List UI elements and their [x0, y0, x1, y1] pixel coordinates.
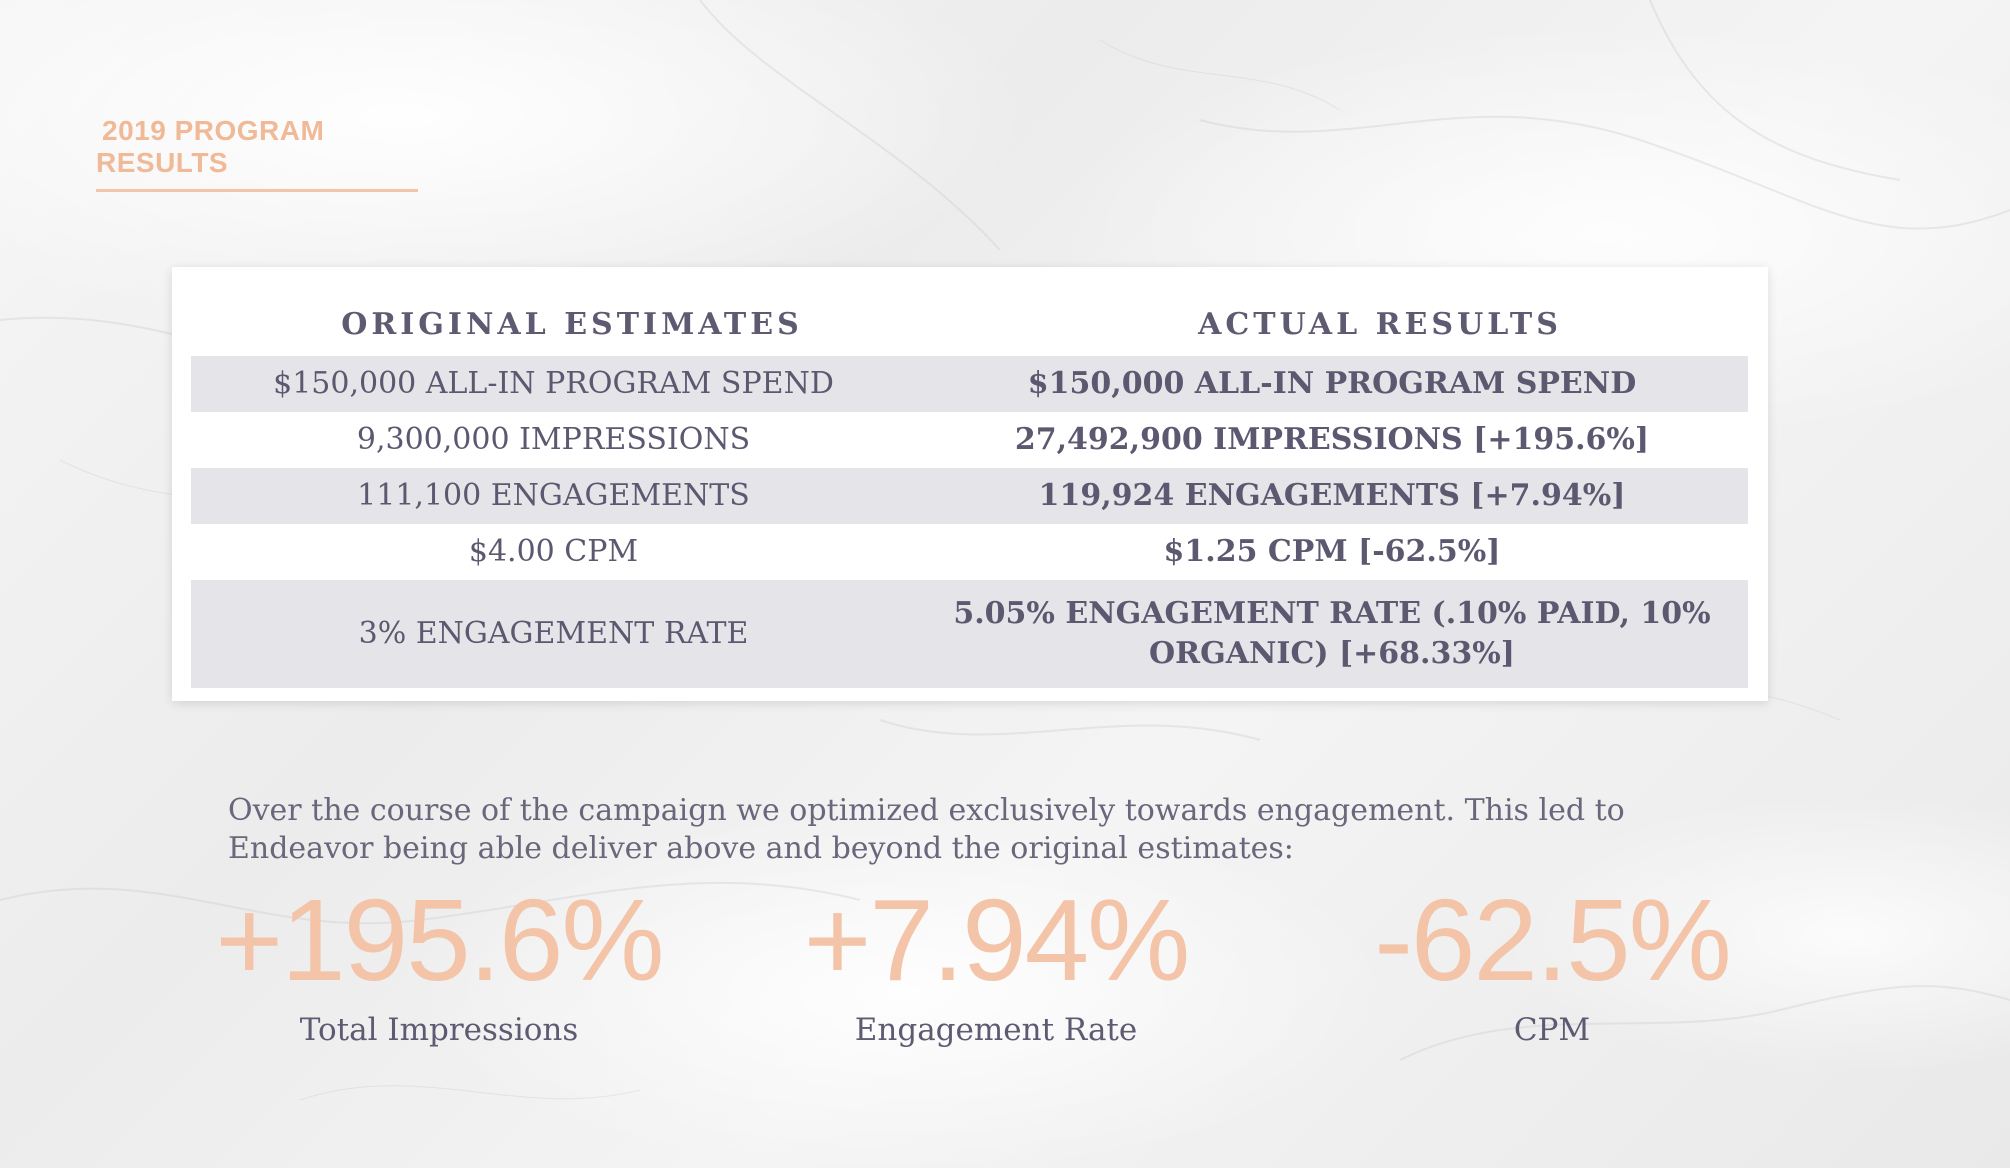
actual-results-header: ACTUAL RESULTS: [1198, 307, 1562, 342]
original-cell: $4.00 CPM: [468, 534, 639, 569]
table-row: 9,300,000 IMPRESSIONS 27,492,900 IMPRESS…: [191, 412, 1748, 468]
original-cell: 9,300,000 IMPRESSIONS: [356, 422, 751, 457]
stat-label: CPM: [1513, 1012, 1591, 1048]
actual-cell: 5.05% ENGAGEMENT RATE (.10% PAID, 10% OR…: [953, 596, 1711, 671]
stat-label: Total Impressions: [299, 1012, 579, 1048]
stat-cpm: -62.5% CPM: [1292, 880, 1812, 1048]
summary-paragraph: Over the course of the campaign we optim…: [228, 793, 1625, 866]
original-cell: 3% ENGAGEMENT RATE: [358, 616, 749, 651]
actual-cell: 119,924 ENGAGEMENTS [+7.94%]: [1038, 478, 1626, 513]
table-row: $150,000 ALL-IN PROGRAM SPEND $150,000 A…: [191, 356, 1748, 412]
results-table: ORIGINAL ESTIMATES ACTUAL RESULTS $150,0…: [172, 267, 1768, 701]
stat-engagement-rate: +7.94% Engagement Rate: [736, 880, 1256, 1048]
table-row: 111,100 ENGAGEMENTS 119,924 ENGAGEMENTS …: [191, 468, 1748, 524]
table-row: $4.00 CPM $1.25 CPM [-62.5%]: [191, 524, 1748, 580]
table-body: $150,000 ALL-IN PROGRAM SPEND $150,000 A…: [191, 356, 1748, 688]
stat-label: Engagement Rate: [854, 1012, 1138, 1048]
actual-cell: 27,492,900 IMPRESSIONS [+195.6%]: [1014, 422, 1650, 457]
stat-value: -62.5%: [1374, 875, 1732, 1005]
table-row: 3% ENGAGEMENT RATE 5.05% ENGAGEMENT RATE…: [191, 580, 1748, 688]
original-estimates-header: ORIGINAL ESTIMATES: [341, 307, 803, 342]
actual-cell: $1.25 CPM [-62.5%]: [1163, 534, 1501, 569]
stat-value: +7.94%: [803, 875, 1191, 1005]
page-title: 2019 PROGRAM RESULTS: [96, 115, 418, 192]
stat-total-impressions: +195.6% Total Impressions: [179, 880, 699, 1048]
original-cell: $150,000 ALL-IN PROGRAM SPEND: [273, 366, 834, 401]
original-cell: 111,100 ENGAGEMENTS: [357, 478, 750, 513]
actual-cell: $150,000 ALL-IN PROGRAM SPEND: [1027, 366, 1637, 401]
stat-value: +195.6%: [215, 875, 664, 1005]
